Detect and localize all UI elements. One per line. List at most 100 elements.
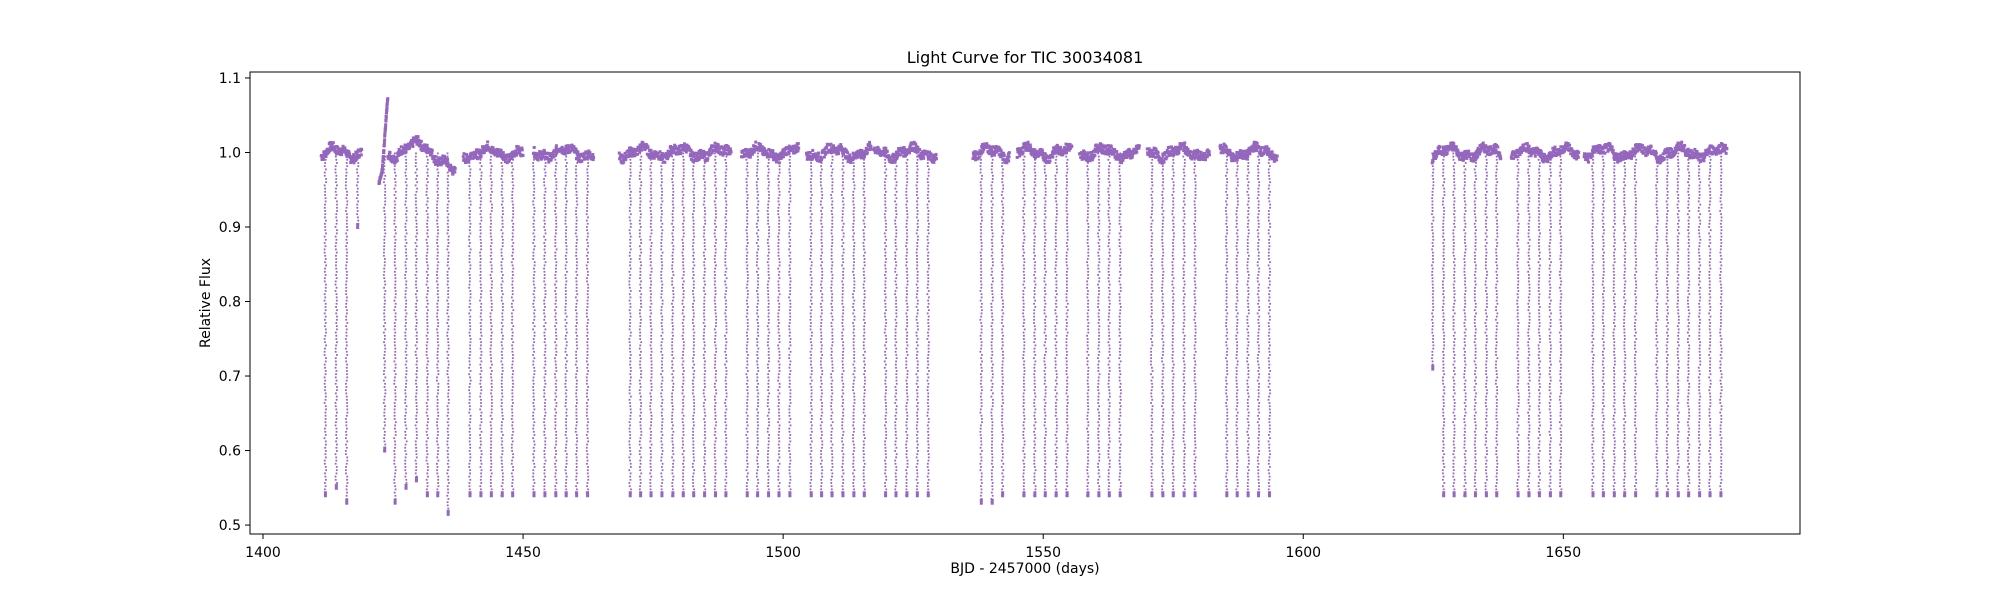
transit-dip — [489, 152, 493, 498]
transit-dip — [1054, 152, 1058, 498]
transit-dip — [1000, 152, 1005, 498]
x-tick-label: 1500 — [765, 545, 801, 561]
y-tick-label: 0.8 — [219, 295, 241, 311]
x-axis: 1400 1450 1500 1550 1600 1650 — [245, 534, 1581, 561]
transit-dip — [649, 152, 653, 498]
transit-dip — [355, 152, 360, 229]
transit-dip — [1665, 152, 1669, 498]
transit-dip — [1225, 152, 1229, 498]
y-tick-label: 1.0 — [219, 145, 241, 161]
transit-dip — [532, 152, 536, 498]
transit-dip — [1193, 152, 1197, 498]
transit-dip — [435, 152, 440, 498]
transit-dip — [1612, 152, 1616, 498]
transit-dip — [702, 152, 707, 498]
transit-dip — [852, 152, 856, 498]
baseline-segment — [1509, 141, 1581, 164]
baseline-segment — [740, 140, 801, 165]
transit-dip — [819, 152, 824, 498]
transit-dip — [1441, 152, 1446, 498]
transit-dip — [1676, 152, 1680, 498]
transit-dip — [1622, 152, 1627, 498]
transit-dip — [574, 152, 579, 498]
transit-dip — [1182, 152, 1186, 498]
transit-dip — [1161, 152, 1165, 498]
transit-dip — [585, 152, 590, 498]
transit-dip — [1495, 152, 1499, 498]
baseline-segment — [617, 140, 733, 165]
y-tick-label: 0.6 — [219, 444, 241, 460]
transit-dip — [671, 152, 675, 498]
transit-dip — [446, 152, 450, 516]
transit-dip — [1431, 152, 1435, 371]
data-layer — [319, 97, 1729, 516]
y-tick-label: 0.9 — [219, 220, 241, 236]
transit-dip — [1537, 152, 1542, 498]
transit-dip — [713, 152, 718, 498]
transit-dip — [1601, 152, 1605, 498]
transit-dip — [1171, 152, 1175, 498]
x-tick-label: 1450 — [505, 545, 541, 561]
transit-dip — [500, 152, 504, 498]
transit-dip — [1633, 152, 1638, 498]
baseline-segment — [971, 142, 1011, 165]
transit-dip — [1065, 152, 1069, 498]
transit-dip — [1022, 152, 1026, 498]
transit-dip — [915, 152, 919, 498]
transit-dip — [1473, 152, 1478, 498]
transit-dip — [393, 152, 397, 505]
transit-dip — [414, 152, 419, 483]
transit-dip — [554, 152, 558, 498]
baseline-segment — [1078, 142, 1141, 165]
transit-dip — [830, 152, 834, 498]
transit-dip — [745, 152, 749, 498]
baseline-segment — [386, 135, 457, 176]
baseline-segment — [872, 140, 938, 165]
transit-dip — [883, 152, 888, 498]
transit-dip — [1686, 152, 1691, 498]
transit-dip — [1548, 152, 1552, 498]
transit-dip — [905, 152, 909, 498]
baseline-segment — [1582, 140, 1729, 165]
plot-frame — [249, 71, 1801, 535]
baseline-segment — [1145, 141, 1211, 165]
transit-dip — [1708, 152, 1712, 498]
transit-dip — [323, 152, 328, 498]
x-tick-label: 1550 — [1025, 545, 1061, 561]
transit-dip — [1267, 152, 1272, 498]
transit-dip — [1043, 152, 1047, 498]
transit-dip — [660, 152, 664, 498]
baseline-segment — [461, 140, 525, 165]
baseline-segment — [319, 140, 364, 165]
transit-dip — [926, 152, 930, 498]
flare-points — [377, 97, 390, 186]
baseline-segment — [531, 143, 596, 164]
transit-dip — [1033, 152, 1037, 498]
transit-dip — [543, 152, 547, 498]
transit-dip — [755, 152, 760, 498]
transit-dip — [1697, 152, 1702, 498]
transit-dip — [1463, 152, 1467, 498]
x-tick-label: 1650 — [1546, 545, 1582, 561]
baseline-segment — [1015, 140, 1074, 165]
transit-dip — [1150, 152, 1154, 498]
y-tick-label: 0.7 — [219, 369, 241, 385]
transit-dip — [1516, 152, 1520, 498]
transit-dip — [862, 152, 866, 498]
transit-dip — [990, 152, 994, 505]
transit-dip — [1246, 152, 1250, 498]
transit-dip — [1484, 152, 1488, 498]
y-axis: 0.5 0.6 0.7 0.8 0.9 1.0 1.1 — [219, 71, 250, 534]
transit-dip — [425, 152, 429, 498]
y-tick-label: 0.5 — [219, 518, 241, 534]
x-tick-label: 1400 — [245, 545, 281, 561]
transit-dip — [468, 152, 472, 498]
x-axis-label: BJD - 2457000 (days) — [950, 561, 1099, 577]
chart-title: Light Curve for TIC 30034081 — [907, 48, 1144, 67]
transit-dip — [1591, 152, 1595, 498]
transit-dip — [766, 152, 771, 498]
transit-dip — [510, 152, 515, 498]
transit-dip — [344, 152, 349, 505]
transit-dip — [628, 152, 632, 498]
